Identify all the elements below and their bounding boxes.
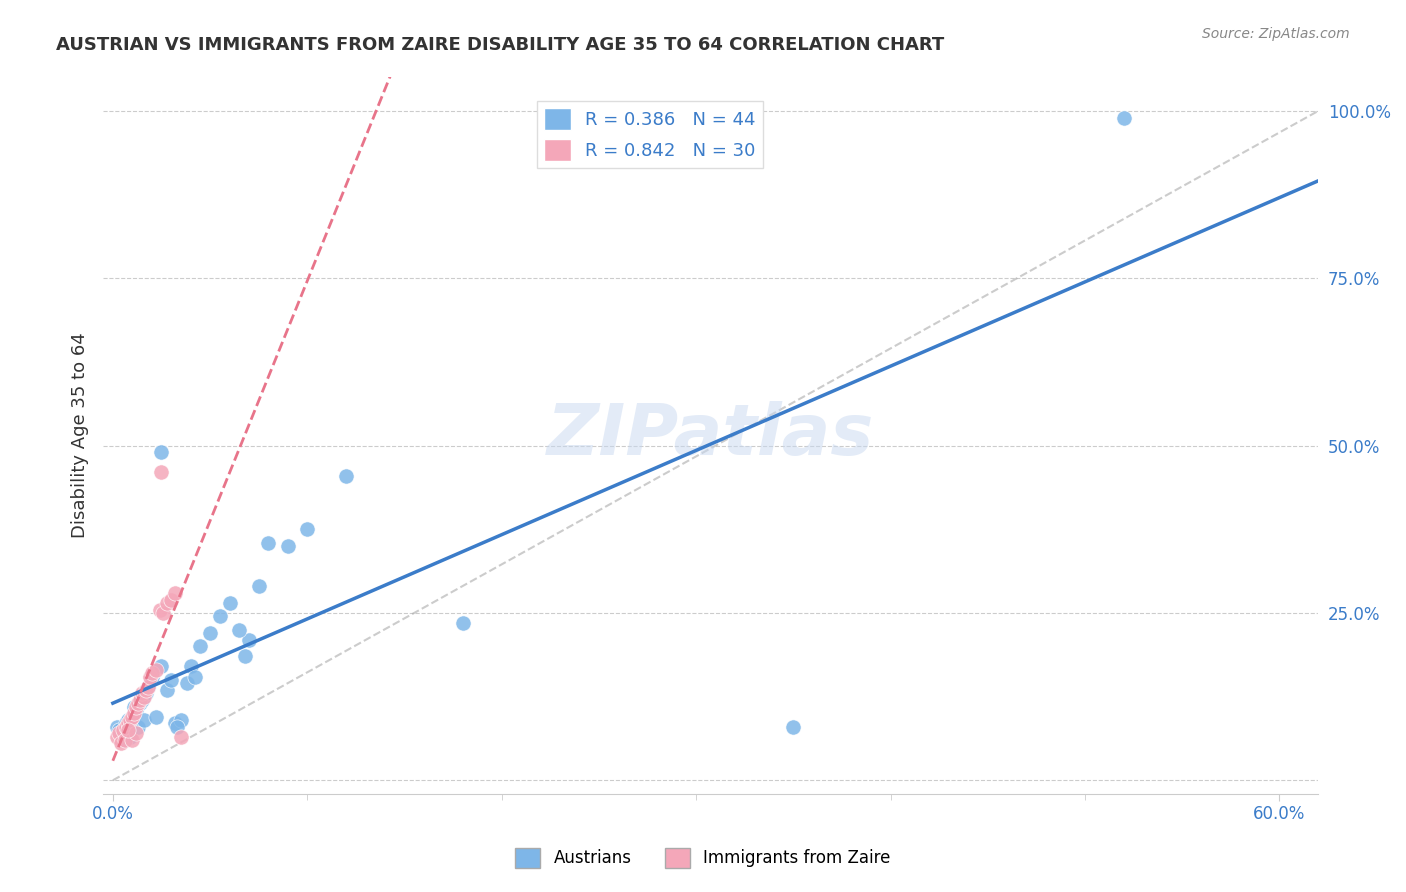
Immigrants from Zaire	[110, 736, 132, 750]
Austrians	[135, 686, 157, 700]
Immigrants from Zaire	[125, 699, 148, 714]
Austrians	[117, 713, 139, 727]
Austrians	[335, 468, 357, 483]
Austrians	[127, 720, 149, 734]
Austrians	[451, 615, 474, 630]
Immigrants from Zaire	[122, 706, 145, 721]
Austrians	[277, 539, 299, 553]
Immigrants from Zaire	[148, 602, 170, 616]
Immigrants from Zaire	[117, 723, 139, 737]
Immigrants from Zaire	[129, 693, 152, 707]
Austrians	[141, 669, 163, 683]
Immigrants from Zaire	[121, 733, 143, 747]
Austrians	[136, 680, 159, 694]
Immigrants from Zaire	[121, 709, 143, 723]
Austrians	[238, 632, 260, 647]
Austrians	[176, 676, 198, 690]
Immigrants from Zaire	[105, 730, 128, 744]
Austrians	[150, 445, 173, 459]
Immigrants from Zaire	[136, 680, 159, 694]
Austrians	[145, 709, 167, 723]
Austrians	[114, 733, 136, 747]
Legend: Austrians, Immigrants from Zaire: Austrians, Immigrants from Zaire	[509, 841, 897, 875]
Immigrants from Zaire	[114, 733, 136, 747]
Austrians	[208, 609, 231, 624]
Immigrants from Zaire	[170, 730, 193, 744]
Austrians	[105, 720, 128, 734]
Austrians	[129, 696, 152, 710]
Austrians	[156, 682, 179, 697]
Text: Source: ZipAtlas.com: Source: ZipAtlas.com	[1202, 27, 1350, 41]
Austrians	[115, 716, 138, 731]
Immigrants from Zaire	[115, 720, 138, 734]
Immigrants from Zaire	[145, 663, 167, 677]
Immigrants from Zaire	[127, 696, 149, 710]
Austrians	[198, 626, 221, 640]
Immigrants from Zaire	[152, 606, 174, 620]
Immigrants from Zaire	[156, 596, 179, 610]
Austrians	[132, 713, 155, 727]
Austrians	[247, 579, 270, 593]
Immigrants from Zaire	[111, 723, 134, 737]
Austrians	[111, 730, 134, 744]
Immigrants from Zaire	[132, 690, 155, 704]
Austrians	[121, 709, 143, 723]
Immigrants from Zaire	[120, 713, 142, 727]
Immigrants from Zaire	[135, 682, 157, 697]
Y-axis label: Disability Age 35 to 64: Disability Age 35 to 64	[72, 333, 89, 539]
Austrians	[170, 713, 193, 727]
Austrians	[183, 669, 205, 683]
Austrians	[150, 659, 173, 673]
Immigrants from Zaire	[150, 466, 173, 480]
Immigrants from Zaire	[117, 716, 139, 731]
Austrians	[188, 640, 211, 654]
Immigrants from Zaire	[160, 592, 183, 607]
Austrians	[257, 535, 280, 549]
Austrians	[131, 693, 153, 707]
Austrians	[122, 699, 145, 714]
Text: AUSTRIAN VS IMMIGRANTS FROM ZAIRE DISABILITY AGE 35 TO 64 CORRELATION CHART: AUSTRIAN VS IMMIGRANTS FROM ZAIRE DISABI…	[56, 36, 945, 54]
Immigrants from Zaire	[165, 586, 187, 600]
Austrians	[165, 716, 187, 731]
Austrians	[1112, 111, 1135, 125]
Text: ZIPatlas: ZIPatlas	[547, 401, 875, 470]
Austrians	[160, 673, 183, 687]
Austrians	[166, 720, 188, 734]
Austrians	[228, 623, 250, 637]
Austrians	[233, 649, 256, 664]
Immigrants from Zaire	[141, 666, 163, 681]
Immigrants from Zaire	[107, 726, 129, 740]
Austrians	[180, 659, 202, 673]
Austrians	[125, 703, 148, 717]
Austrians	[107, 723, 129, 737]
Austrians	[218, 596, 240, 610]
Austrians	[782, 720, 804, 734]
Immigrants from Zaire	[139, 669, 162, 683]
Immigrants from Zaire	[125, 726, 148, 740]
Austrians	[120, 730, 142, 744]
Austrians	[297, 522, 319, 536]
Austrians	[110, 726, 132, 740]
Legend: R = 0.386   N = 44, R = 0.842   N = 30: R = 0.386 N = 44, R = 0.842 N = 30	[537, 101, 763, 169]
Immigrants from Zaire	[131, 686, 153, 700]
